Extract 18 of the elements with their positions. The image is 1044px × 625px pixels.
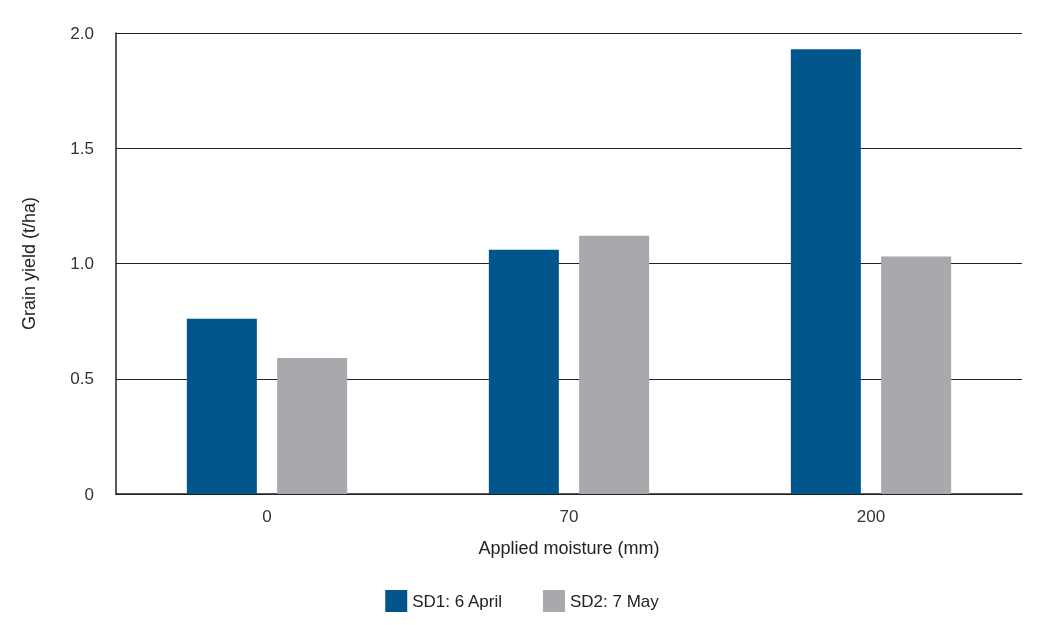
- legend-label: SD1: 6 April: [412, 591, 503, 611]
- bar: [790, 49, 861, 494]
- y-tick-label: 2.0: [70, 23, 94, 43]
- x-tick-label: 70: [559, 507, 579, 526]
- bar: [488, 249, 559, 494]
- bar: [186, 318, 257, 494]
- bar: [277, 358, 348, 494]
- bar: [881, 256, 952, 494]
- x-tick-label: 0: [262, 507, 272, 526]
- y-tick-label: 1.0: [70, 254, 94, 273]
- legend-label: SD2: 7 May: [569, 591, 660, 611]
- bar: [579, 235, 650, 494]
- y-tick-label: 0.5: [70, 369, 94, 389]
- x-axis-title: Applied moisture (mm): [478, 538, 660, 558]
- y-axis-title: Grain yield (t/ha): [19, 196, 39, 331]
- y-tick-label: 1.5: [70, 138, 94, 158]
- x-tick-label: 200: [856, 507, 886, 526]
- y-tick-label: 0: [84, 484, 94, 504]
